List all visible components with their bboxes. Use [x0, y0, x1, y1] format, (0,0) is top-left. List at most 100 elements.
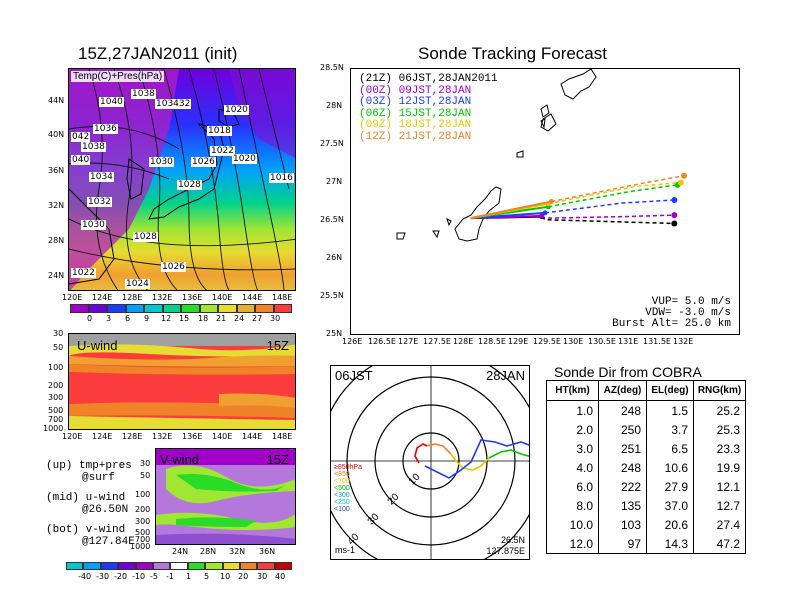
pressure-tick: 30: [53, 329, 64, 338]
lon-tick: 132E: [152, 293, 173, 302]
table-cell: 27.4: [693, 515, 746, 534]
lon-tick: 120E: [62, 293, 83, 302]
column-header: EL(deg): [646, 380, 694, 401]
column-header: HT(km): [546, 380, 599, 401]
isobar-label: 1038: [131, 89, 156, 99]
colorbar-swatch: [205, 562, 223, 570]
colorbar-swatch: [222, 562, 240, 570]
isobar-label: 1022: [71, 268, 96, 278]
lon-tick: 130E: [563, 337, 584, 346]
lat-tick: 44N: [48, 96, 65, 105]
legend-entry: (12Z) 21JST,28JAN: [359, 130, 472, 143]
forecast-title: Sonde Tracking Forecast: [418, 44, 607, 63]
lon-tick: 124E: [92, 432, 113, 441]
pressure-tick: 100: [48, 363, 64, 372]
map-variable-label: Temp(C)+Pres(hPa): [71, 71, 165, 82]
lon-tick: 144E: [242, 432, 263, 441]
table-cell: 14.3: [646, 534, 694, 554]
polar-time: 06JST: [335, 368, 373, 383]
table-cell: 25.3: [693, 420, 746, 439]
table-cell: 10.6: [646, 458, 694, 477]
lon-tick: 127.5E: [423, 337, 451, 346]
note-line: (bot) v-wind: [46, 524, 126, 536]
level-entry: <100: [334, 506, 350, 513]
legend-entry: (03Z) 12JST,28JAN: [359, 96, 472, 108]
table-row: 8.0 135 37.0 12.7: [546, 496, 746, 515]
pressure-tick: 300: [48, 393, 64, 402]
isobar-label: 1026: [191, 157, 216, 167]
temp-scale-label: 18: [198, 314, 209, 323]
note-up: (up) tmp+pres @surf: [46, 460, 132, 484]
sonde-track-ascent: [470, 200, 552, 220]
colorbar-swatch: [187, 562, 206, 570]
table-cell: 23.3: [693, 439, 746, 458]
table-row: 4.0 248 10.6 19.9: [546, 458, 746, 477]
pressure-tick: 700: [135, 535, 151, 544]
sonde-track-descent: [551, 175, 685, 203]
sonde-forecast-map: (21Z) 06JST,28JAN2011 (00Z) 09JST,28JAN …: [350, 68, 740, 335]
wind-colorbar: [66, 562, 293, 570]
wind-scale-label: -40: [78, 572, 92, 581]
isobar-label: 1024: [125, 279, 150, 289]
table-row: 2.0 250 3.7 25.3: [546, 420, 746, 439]
lon-tick: 140E: [212, 293, 233, 302]
lat-tick: 36N: [48, 166, 65, 175]
landing-point-marker: [671, 196, 678, 203]
temperature-pressure-map: 1040 1038 103432 1020 1036 1018 042 1038…: [68, 68, 296, 291]
lat-tick: 26N: [326, 253, 343, 262]
lon-tick: 124E: [92, 293, 113, 302]
note-line: @26.50N: [82, 504, 129, 516]
colorbar-swatch: [199, 304, 218, 313]
column-header: AZ(deg): [598, 380, 647, 401]
table-cell: 1.0: [546, 400, 599, 420]
temp-scale-label: 30: [270, 314, 281, 323]
colorbar-swatch: [88, 304, 107, 313]
colorbar-swatch: [144, 304, 163, 313]
lat-tick: 28N: [200, 547, 217, 556]
wind-scale-label: -10: [132, 572, 146, 581]
pressure-tick: 30: [140, 459, 151, 468]
table-cell: 222: [598, 477, 647, 496]
wind-scale-label: -1: [166, 572, 174, 581]
isobar-label: 1030: [81, 220, 106, 230]
colorbar-swatch: [239, 562, 258, 570]
level-entry: <300: [334, 492, 350, 499]
table-cell: 2.0: [546, 420, 599, 439]
polar-latitude: 26.5N: [500, 535, 525, 545]
isobar-label: 1018: [207, 126, 232, 136]
forecast-map-canvas: [396, 69, 688, 242]
table-cell: 3.7: [646, 420, 694, 439]
table-cell: 19.9: [693, 458, 746, 477]
table-cell: 12.7: [693, 496, 746, 515]
column-header: RNG(km): [693, 380, 746, 401]
isobar-label: 1028: [177, 180, 202, 190]
lon-tick: 129E: [508, 337, 529, 346]
lon-tick: 128E: [453, 337, 474, 346]
table-cell: 251: [598, 439, 647, 458]
polar-canvas: [331, 366, 529, 559]
wind-scale-label: 30: [257, 572, 268, 581]
wind-scale-label: 5: [204, 572, 210, 581]
u-wind-label: U-wind: [77, 338, 118, 353]
lon-tick: 144E: [242, 293, 263, 302]
table-cell: 248: [598, 400, 647, 420]
wind-scale-label: -30: [96, 572, 110, 581]
isobar-label: 040: [71, 155, 91, 165]
isobar-label: 1022: [210, 146, 235, 156]
temp-scale-label: 9: [144, 314, 150, 323]
lat-tick: 40N: [48, 130, 65, 139]
isobar-label: 1036: [93, 124, 118, 134]
lat-tick: 26.5N: [320, 215, 344, 224]
level-entry: <500: [334, 485, 350, 492]
colorbar-swatch: [118, 562, 136, 570]
lon-tick: 127E: [398, 337, 419, 346]
lon-tick: 126E: [342, 337, 363, 346]
table-cell: 20.6: [646, 515, 694, 534]
table-cell: 250: [598, 420, 647, 439]
pressure-tick: 700: [48, 415, 64, 424]
wind-scale-label: 20: [238, 572, 249, 581]
colorbar-swatch: [125, 304, 144, 313]
lon-tick: 132E: [152, 432, 173, 441]
lon-tick: 140E: [212, 432, 233, 441]
lat-tick: 28.5N: [320, 63, 344, 72]
